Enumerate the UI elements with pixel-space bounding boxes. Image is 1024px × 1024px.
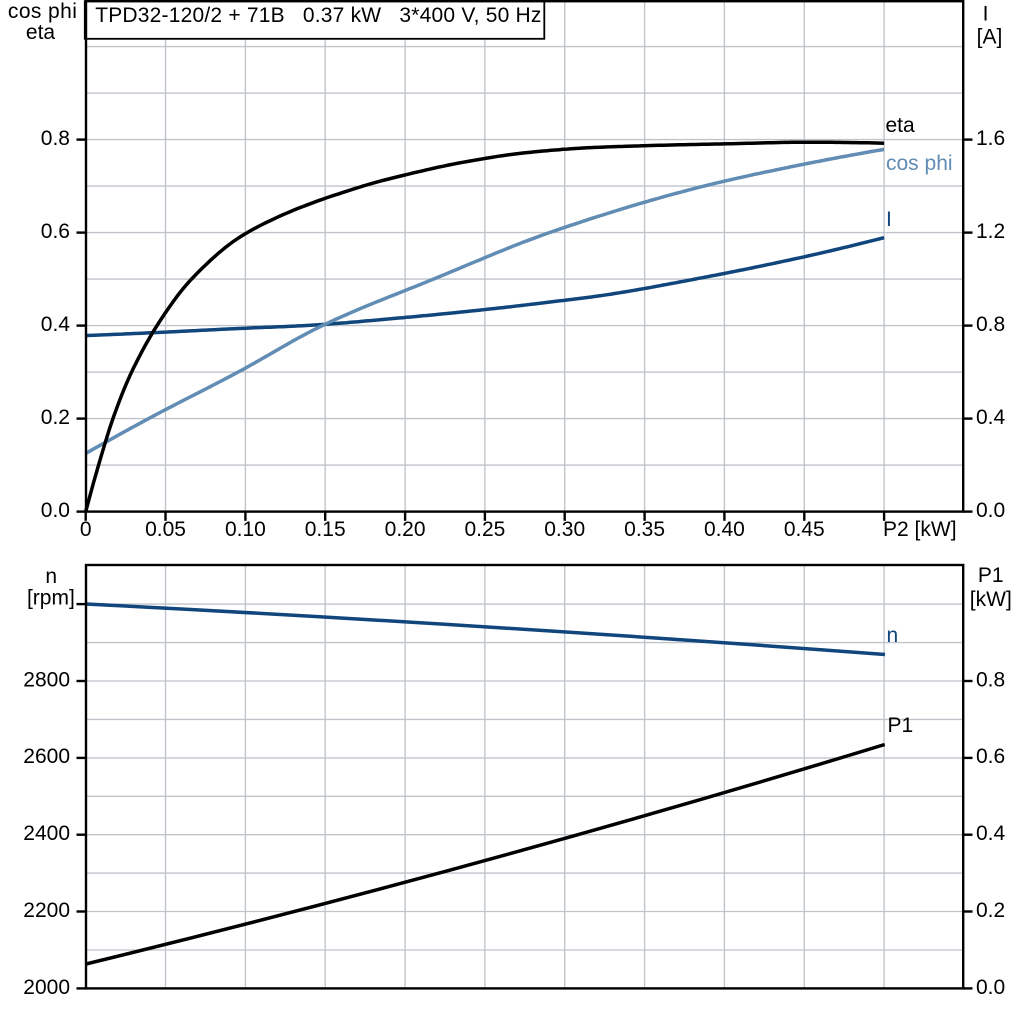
svg-text:0.8: 0.8 [41, 127, 70, 150]
svg-text:0.8: 0.8 [976, 313, 1005, 336]
svg-text:1.6: 1.6 [976, 127, 1005, 150]
svg-text:0.4: 0.4 [976, 406, 1006, 429]
svg-text:n: n [887, 624, 899, 647]
svg-text:0: 0 [80, 518, 92, 541]
svg-text:0.2: 0.2 [41, 406, 70, 429]
svg-text:0.6: 0.6 [976, 745, 1005, 768]
svg-text:cos phi: cos phi [886, 152, 953, 175]
svg-text:[kW]: [kW] [970, 588, 1012, 611]
svg-text:2600: 2600 [23, 745, 70, 768]
svg-text:0.15: 0.15 [305, 518, 346, 541]
svg-text:P1: P1 [888, 714, 914, 737]
svg-text:0.0: 0.0 [976, 976, 1005, 999]
svg-text:0.6: 0.6 [41, 220, 70, 243]
svg-text:0.8: 0.8 [976, 668, 1005, 691]
svg-text:0.35: 0.35 [624, 518, 665, 541]
svg-text:0.0: 0.0 [41, 499, 70, 522]
svg-text:[rpm]: [rpm] [27, 586, 75, 609]
svg-text:2400: 2400 [23, 822, 70, 845]
svg-text:eta: eta [26, 21, 56, 44]
svg-text:2200: 2200 [23, 899, 70, 922]
svg-text:2800: 2800 [23, 668, 70, 691]
svg-text:P1: P1 [978, 564, 1004, 587]
svg-text:I: I [886, 208, 892, 231]
svg-text:0.0: 0.0 [976, 499, 1005, 522]
svg-text:1.2: 1.2 [976, 220, 1005, 243]
svg-text:0.05: 0.05 [145, 518, 186, 541]
svg-text:P2 [kW]: P2 [kW] [883, 518, 957, 541]
svg-text:0.25: 0.25 [464, 518, 505, 541]
svg-text:TPD32-120/2 + 71B 0.37 kW: TPD32-120/2 + 71B 0.37 kW 3*400 V, 50 Hz [95, 4, 541, 27]
svg-text:0.45: 0.45 [784, 518, 825, 541]
svg-text:0.4: 0.4 [976, 822, 1006, 845]
svg-text:0.20: 0.20 [385, 518, 426, 541]
svg-text:0.4: 0.4 [41, 313, 71, 336]
svg-text:0.10: 0.10 [225, 518, 266, 541]
svg-text:n: n [45, 565, 57, 588]
svg-text:[A]: [A] [977, 26, 1003, 49]
svg-text:cos phi: cos phi [8, 0, 77, 23]
svg-text:2000: 2000 [23, 976, 70, 999]
svg-text:I: I [983, 3, 989, 26]
svg-text:0.2: 0.2 [976, 899, 1005, 922]
svg-text:0.40: 0.40 [704, 518, 745, 541]
svg-text:eta: eta [886, 114, 916, 137]
svg-text:0.30: 0.30 [544, 518, 585, 541]
